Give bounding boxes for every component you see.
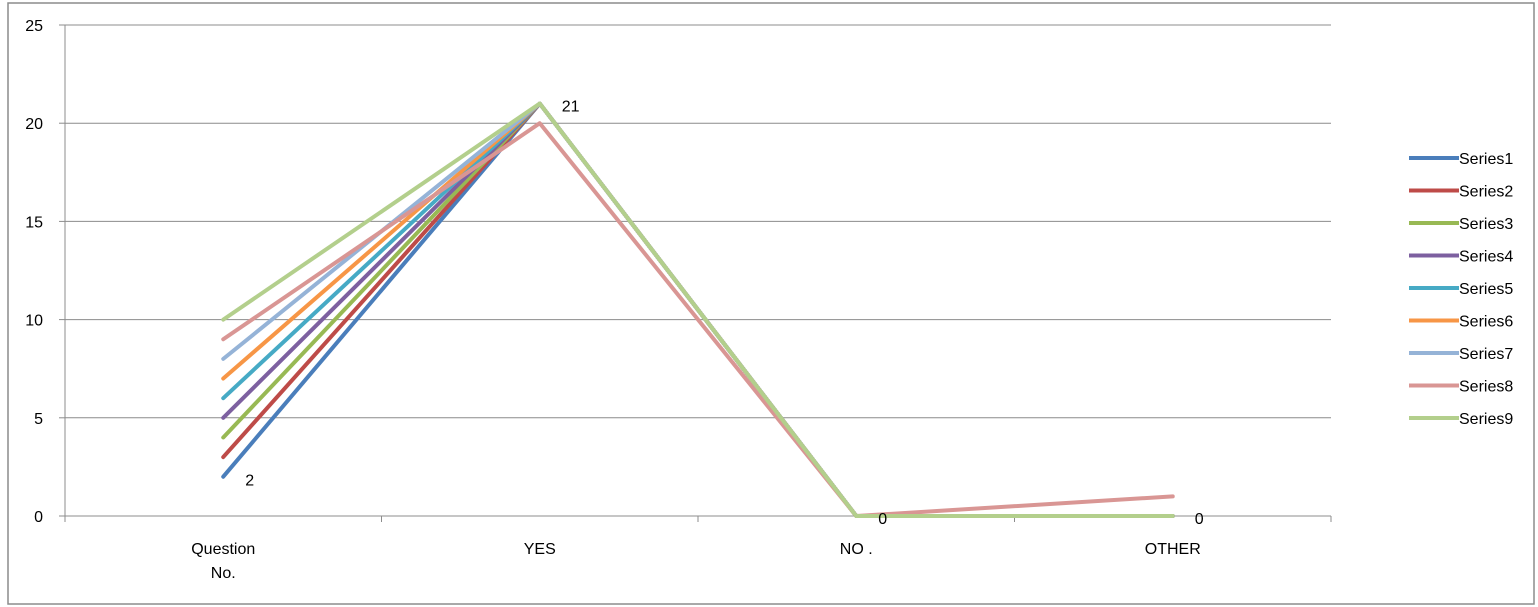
data-label: 21 xyxy=(562,99,580,116)
legend-label-8: Series8 xyxy=(1459,379,1513,396)
series-line-8 xyxy=(221,121,1175,518)
data-label: 0 xyxy=(878,511,887,528)
y-tick-label: 5 xyxy=(34,411,43,428)
legend-label-6: Series6 xyxy=(1459,314,1513,331)
data-label: 0 xyxy=(1195,511,1204,528)
legend-label-7: Series7 xyxy=(1459,346,1513,363)
series-line-9 xyxy=(221,101,1175,518)
chart-frame xyxy=(7,2,1535,605)
series-lines xyxy=(221,101,1175,518)
legend-label-3: Series3 xyxy=(1459,216,1513,233)
y-tick-label: 10 xyxy=(25,313,43,330)
x-tick-label: OTHER xyxy=(1145,541,1201,558)
legend-label-1: Series1 xyxy=(1459,151,1513,168)
gridlines xyxy=(65,24,1331,419)
data-labels: 2 21 0 0 xyxy=(245,99,1204,528)
legend-label-2: Series2 xyxy=(1459,184,1513,201)
x-tick-label: NO . xyxy=(840,541,873,558)
x-tick-label: YES xyxy=(524,541,556,558)
legend-label-9: Series9 xyxy=(1459,411,1513,428)
data-label: 2 xyxy=(245,473,254,490)
legend: Series1 Series2 Series3 Series4 Series5 Serie… xyxy=(1409,151,1513,428)
x-tick-label: Question No. xyxy=(191,541,255,582)
legend-label-4: Series4 xyxy=(1459,249,1513,266)
y-tick-label: 20 xyxy=(25,116,43,133)
y-tick-label: 25 xyxy=(25,18,43,35)
legend-label-5: Series5 xyxy=(1459,281,1513,298)
y-tick-label: 15 xyxy=(25,214,43,231)
y-tick-label: 0 xyxy=(34,509,43,526)
